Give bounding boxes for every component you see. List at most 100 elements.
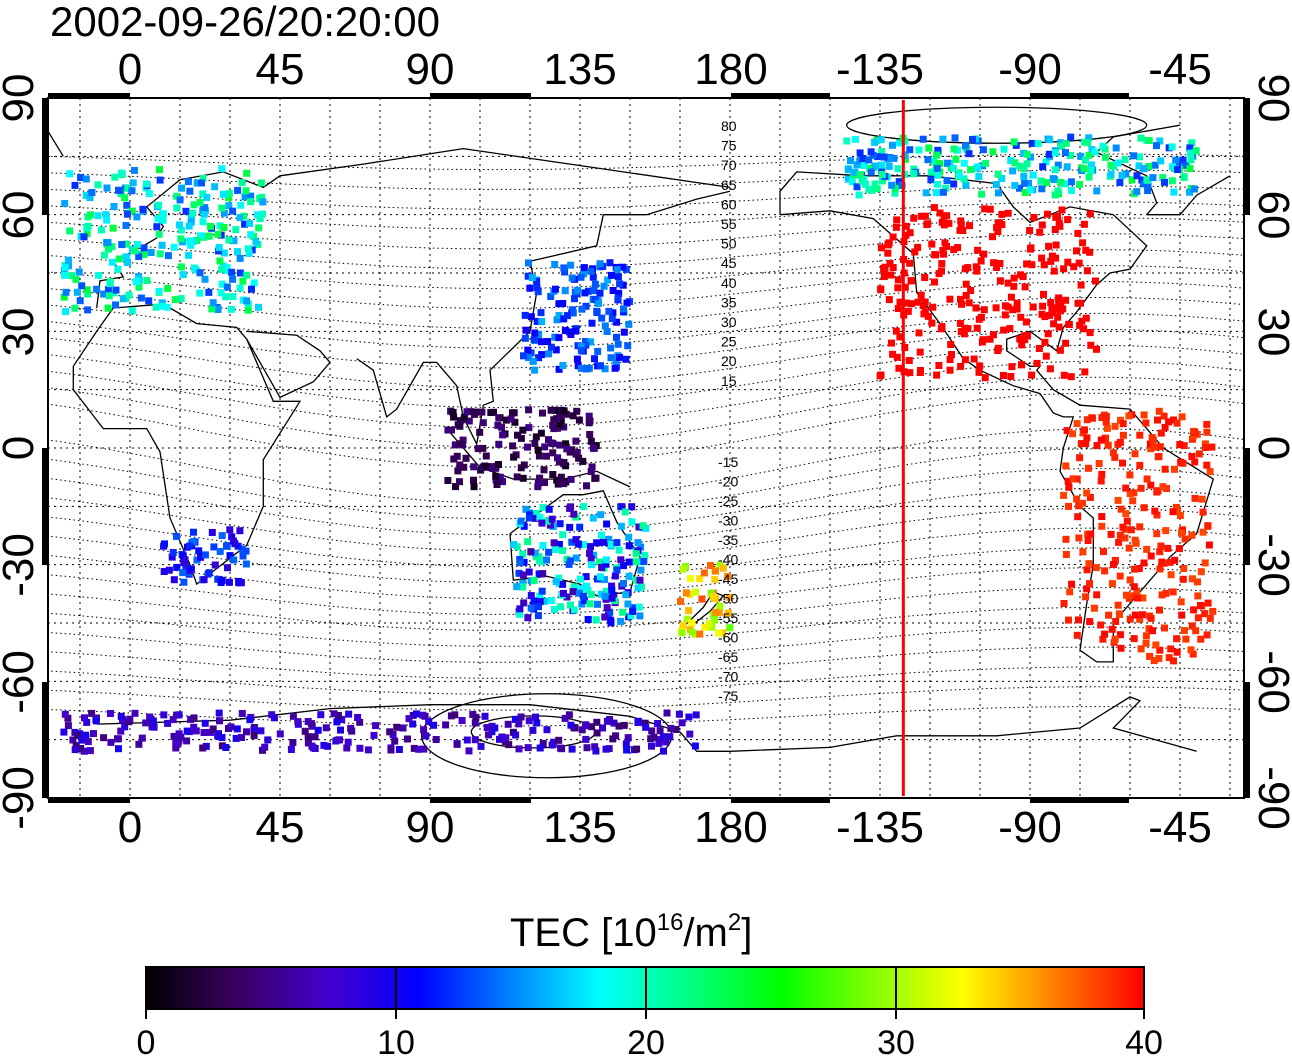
tec-cell-australia [545, 548, 553, 556]
tec-cell-indonesia [482, 452, 490, 460]
tec-cell-south-america [1178, 529, 1185, 537]
tec-cell-new-zealand [696, 575, 704, 583]
tec-cell-antarctic-coast [502, 734, 510, 742]
tec-cell-canada-arctic [866, 165, 874, 172]
tec-cell-australia [593, 539, 601, 547]
tec-cell-australia [628, 518, 636, 526]
tec-cell-antarctic-coast [317, 711, 325, 719]
tec-cell-antarctic-coast [214, 732, 222, 740]
tec-cell-southern-africa [230, 537, 237, 545]
tec-cell-europe [170, 243, 178, 251]
coastline [356, 190, 731, 447]
tec-cell-east-asia [551, 333, 559, 341]
tec-cell-europe [108, 258, 116, 266]
tec-cell-australia [568, 538, 576, 546]
tec-cell-north-america [957, 362, 965, 370]
tec-cell-canada-arctic [939, 188, 947, 196]
tec-cell-antarctic-coast [233, 725, 241, 733]
tec-cell-south-america [1098, 522, 1106, 530]
tec-cell-australia [618, 503, 626, 511]
tec-cell-australia [608, 582, 616, 590]
frame-bar-left [42, 682, 48, 798]
tec-cell-europe [205, 288, 213, 296]
tec-cell-south-america [1153, 530, 1161, 538]
frame-bar-right [1244, 448, 1250, 565]
tec-cell-antarctic-coast [190, 714, 198, 722]
tec-cell-canada-arctic [1130, 152, 1138, 160]
frame-bar-right [1244, 682, 1250, 798]
tec-cell-europe [103, 184, 111, 192]
tec-cell-europe [112, 301, 119, 309]
tec-cell-north-america [977, 257, 985, 265]
tec-cell-new-zealand [712, 567, 719, 575]
tec-cell-north-america [1016, 335, 1024, 343]
tec-cell-indonesia [588, 463, 596, 471]
tec-cell-australia [580, 541, 588, 549]
tec-cell-europe [244, 245, 252, 253]
tec-cell-europe [177, 235, 185, 243]
tec-cell-east-asia [553, 316, 561, 324]
tec-cell-australia [570, 606, 578, 614]
tec-cell-antarctic-coast [370, 731, 378, 739]
tec-cell-europe [143, 277, 151, 284]
tec-cell-antarctic-coast [337, 726, 344, 734]
tec-cell-europe [196, 289, 204, 297]
tec-cell-south-america [1098, 513, 1106, 520]
tec-cell-europe [128, 207, 136, 215]
tec-cell-australia [628, 503, 636, 511]
tec-cell-south-america [1172, 503, 1180, 511]
tec-cell-canada-arctic [1029, 171, 1037, 179]
tec-cell-antarctic-coast [304, 733, 312, 741]
tec-cell-south-america [1069, 475, 1077, 483]
tec-cell-south-america [1109, 449, 1117, 457]
tec-cell-antarctic-coast [430, 721, 438, 729]
tec-cell-north-america [993, 224, 1001, 232]
tec-cell-east-asia [577, 343, 585, 351]
tec-cell-south-america [1201, 440, 1209, 448]
tec-cell-canada-arctic [844, 175, 852, 183]
tec-cell-europe [94, 212, 102, 220]
tec-cell-indonesia [487, 409, 495, 416]
tec-cell-indonesia [456, 461, 464, 469]
tec-cell-southern-africa [224, 564, 231, 572]
lat-tick-label-right: 60 [1249, 191, 1292, 240]
tec-cell-antarctic-coast [69, 736, 77, 744]
tec-cell-south-america [1158, 558, 1166, 566]
tec-cell-canada-arctic [871, 138, 879, 146]
frame-bar-top [1030, 93, 1129, 99]
tec-cell-north-america [1033, 359, 1041, 367]
tec-cell-east-asia [606, 259, 614, 267]
tec-cell-europe [211, 183, 219, 191]
tec-cell-canada-arctic [1187, 149, 1194, 157]
tec-cell-north-america [965, 299, 973, 307]
tec-cell-south-america [1173, 635, 1181, 643]
tec-cell-europe [218, 165, 226, 173]
tec-cell-antarctic-coast [250, 732, 258, 740]
tec-cell-indonesia [499, 431, 507, 439]
tec-cell-canada-arctic [891, 189, 899, 197]
tec-cell-europe [95, 271, 102, 279]
tec-cell-east-asia [531, 329, 539, 337]
tec-cell-canada-arctic [1091, 148, 1099, 156]
tec-cell-canada-arctic [1076, 180, 1084, 188]
tec-cell-antarctic-coast [603, 717, 611, 725]
tec-cell-canada-arctic [878, 148, 886, 155]
tec-cell-antarctic-coast [131, 709, 139, 717]
tec-cell-canada-arctic [944, 159, 952, 167]
tec-cell-east-asia [533, 284, 541, 291]
tec-cell-east-asia [577, 347, 585, 355]
tec-cell-indonesia [479, 444, 487, 452]
tec-cell-antarctic-coast [73, 732, 81, 740]
tec-cell-europe [176, 196, 184, 204]
tec-cell-indonesia [554, 454, 561, 462]
tec-cell-south-america [1188, 622, 1196, 630]
tec-cell-australia [637, 566, 645, 574]
tec-cell-south-america [1187, 646, 1195, 654]
tec-cell-canada-arctic [1151, 161, 1159, 169]
tec-cell-antarctic-coast [391, 737, 399, 745]
tec-cell-antarctic-coast [525, 717, 533, 725]
tec-cell-indonesia [467, 408, 475, 416]
tec-cell-antarctic-coast [83, 718, 91, 726]
tec-cell-antarctic-coast [648, 742, 655, 750]
tec-cell-new-zealand [677, 597, 684, 605]
